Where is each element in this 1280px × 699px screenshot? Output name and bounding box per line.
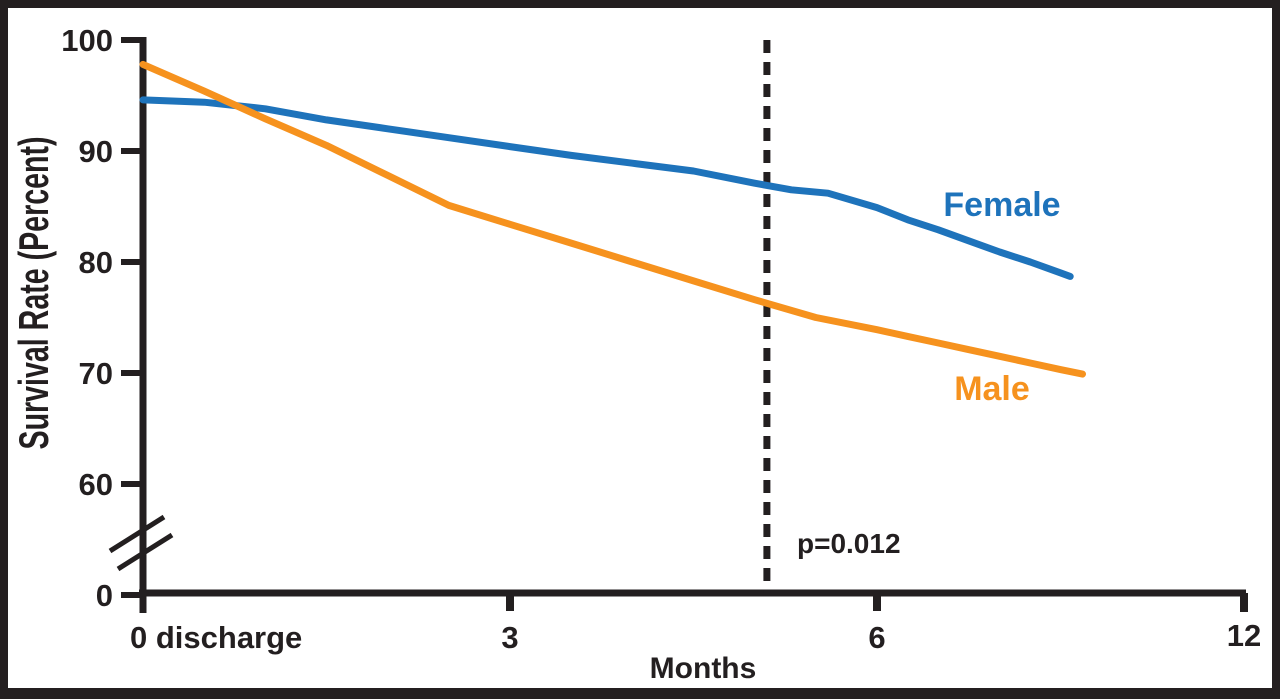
p-value-annotation: p=0.012 — [797, 528, 901, 559]
y-tick-label-100: 100 — [61, 23, 113, 58]
x-tick-label-0-discharge: 0 discharge — [130, 620, 302, 655]
y-axis-ticks — [121, 37, 143, 598]
x-axis-title: Months — [650, 652, 757, 685]
x-axis-ticks — [506, 593, 1248, 612]
legend-label-female: Female — [943, 186, 1060, 224]
chart-background — [8, 8, 1272, 688]
series-line-female — [139, 96, 1074, 280]
x-tick-label-3: 3 — [501, 620, 518, 655]
y-axis-break-icon — [108, 514, 174, 572]
x-tick-label-6: 6 — [868, 620, 885, 655]
legend-label-male: Male — [954, 370, 1030, 408]
series-layer: Female Male — [139, 40, 1086, 593]
y-tick-label-60: 60 — [79, 467, 113, 502]
y-axis-title: Survival Rate (Percent) — [10, 137, 57, 450]
y-tick-label-70: 70 — [79, 356, 113, 391]
y-tick-label-0: 0 — [96, 578, 113, 613]
series-line-male — [139, 60, 1086, 378]
x-tick-label-12: 12 — [1227, 618, 1261, 653]
y-tick-label-90: 90 — [79, 134, 113, 169]
y-tick-label-80: 80 — [79, 245, 113, 280]
